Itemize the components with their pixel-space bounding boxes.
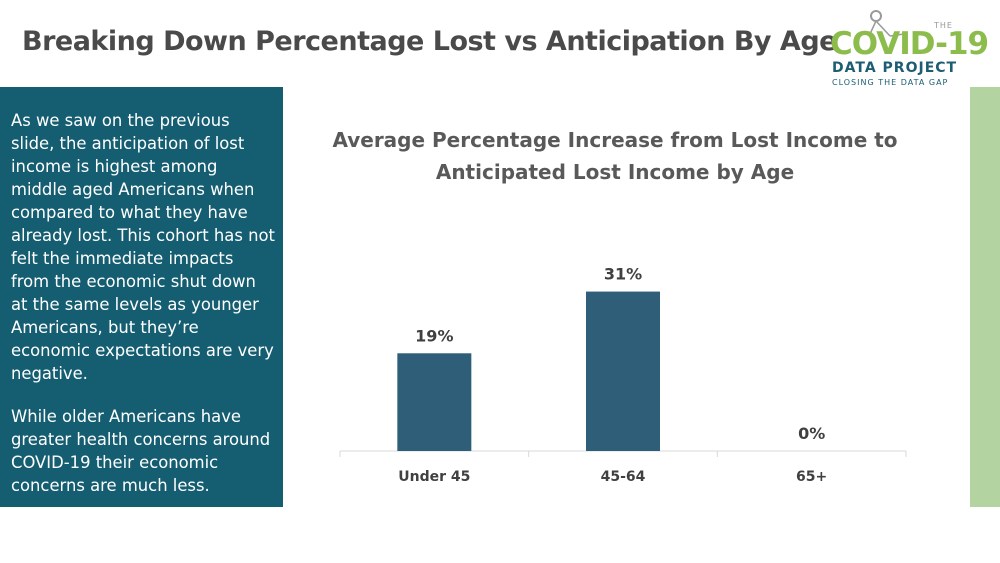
- data-label: 31%: [604, 265, 642, 284]
- logo-main-text: COVID-19: [830, 26, 989, 62]
- chart-title-line-2: Anticipated Lost Income by Age: [435, 160, 795, 184]
- logo-tagline: CLOSING THE DATA GAP: [832, 78, 949, 87]
- x-tick-label: Under 45: [398, 469, 470, 485]
- commentary-panel: As we saw on the previous slide, the ant…: [0, 87, 283, 507]
- bar-45-64: [586, 291, 660, 451]
- logo-sub-text: DATA PROJECT: [832, 60, 958, 76]
- commentary-paragraph-1: As we saw on the previous slide, the ant…: [11, 111, 275, 383]
- logo-the-text: THE: [934, 21, 953, 30]
- slide-title: Breaking Down Percentage Lost vs Anticip…: [22, 26, 837, 57]
- chart-title-line-1: Average Percentage Increase from Lost In…: [332, 128, 898, 152]
- accent-bar: [970, 87, 1000, 507]
- data-label: 0%: [798, 424, 825, 443]
- data-label: 19%: [415, 326, 453, 345]
- commentary-paragraph-2: While older Americans have greater healt…: [11, 407, 271, 495]
- chart-title: Average Percentage Increase from Lost In…: [330, 124, 900, 188]
- person-figure-icon: [869, 10, 905, 37]
- covid-data-project-logo: THE COVID-19 DATA PROJECT CLOSING THE DA…: [822, 10, 1000, 90]
- x-tick-label: 65+: [796, 469, 827, 485]
- bar-under-45: [397, 353, 472, 451]
- bar-chart: 19% Under 45 31% 45-64 0% 65+: [339, 265, 907, 485]
- x-tick-label: 45-64: [601, 469, 646, 485]
